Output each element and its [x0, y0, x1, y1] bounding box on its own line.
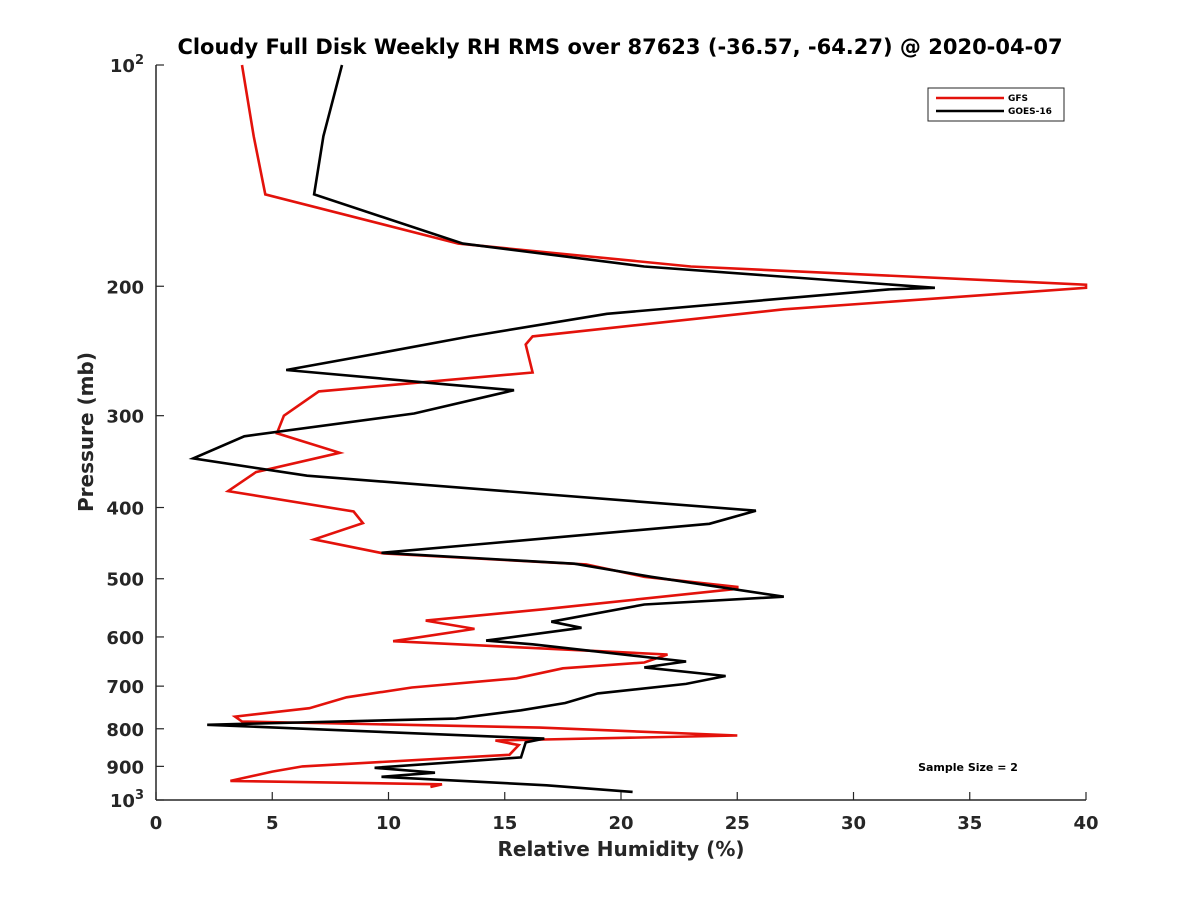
y-tick-label: 103 — [110, 788, 144, 812]
x-axis-label: Relative Humidity (%) — [497, 837, 744, 861]
series-line-gfs — [224, 64, 1088, 789]
y-tick-label: 700 — [106, 677, 144, 698]
x-tick-label: 20 — [608, 813, 633, 834]
y-tick-label: 500 — [106, 570, 144, 591]
y-tick-label: 200 — [106, 277, 144, 298]
x-tick-label: 40 — [1073, 813, 1098, 834]
x-tick-label: 25 — [725, 813, 750, 834]
y-tick-label: 900 — [106, 757, 144, 778]
series-line-goes-16 — [188, 64, 935, 794]
x-tick-label: 0 — [150, 813, 163, 834]
x-tick-label: 35 — [957, 813, 982, 834]
y-axis-ticks: 102 200 300 400 500 600 700 800 900 103 — [106, 53, 164, 812]
legend: GFS GOES-16 — [927, 87, 1065, 122]
y-axis-label: Pressure (mb) — [74, 352, 98, 512]
y-tick-label: 102 — [110, 53, 144, 77]
x-tick-label: 10 — [376, 813, 401, 834]
x-axis-ticks: 0 5 10 15 20 25 30 35 40 — [150, 792, 1099, 834]
chart-title: Cloudy Full Disk Weekly RH RMS over 8762… — [177, 35, 1062, 59]
y-tick-label: 400 — [106, 499, 144, 520]
legend-label-goes-16: GOES-16 — [1008, 107, 1052, 117]
y-tick-label: 600 — [106, 628, 144, 649]
x-tick-label: 15 — [492, 813, 517, 834]
legend-label-gfs: GFS — [1008, 94, 1028, 104]
sample-size-annotation: Sample Size = 2 — [918, 761, 1018, 774]
plot-area — [188, 64, 1088, 794]
y-tick-label: 800 — [106, 720, 144, 741]
x-tick-label: 5 — [266, 813, 279, 834]
x-tick-label: 30 — [841, 813, 866, 834]
y-tick-label: 300 — [106, 407, 144, 428]
legend-box — [927, 87, 1065, 122]
